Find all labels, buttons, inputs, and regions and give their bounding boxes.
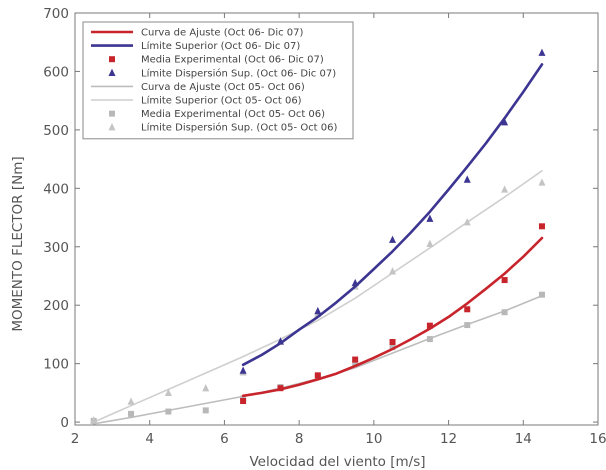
data-point-7-9 [426, 239, 434, 247]
y-tick-label-0: 0 [60, 415, 69, 431]
data-point-7-10 [463, 218, 471, 226]
data-point-7-2 [164, 388, 172, 397]
x-tick-label-5: 12 [440, 431, 457, 447]
data-point-7-12 [538, 178, 546, 186]
data-point-7-0 [90, 416, 98, 424]
data-point-2-0 [240, 398, 247, 405]
axes: 2 4 6 8 10 12 14 16 0 100 200 300 400 500 600 700 Veloci… [10, 6, 606, 470]
data-point-3-1 [276, 337, 284, 345]
data-point-6-12 [538, 291, 545, 298]
plot-frame [74, 12, 599, 426]
data-point-7-1 [127, 397, 135, 405]
legend-label-3: Límite Dispersión Sup. (Oct 06- Dic 07) [141, 67, 336, 79]
legend-entry-6: Media Experimental (Oct 05- Oct 06) [109, 109, 325, 120]
data-point-6-7 [352, 360, 359, 367]
y-tick-label-4: 400 [43, 181, 69, 197]
data-point-3-0 [239, 366, 247, 374]
x-tick-label-4: 10 [365, 431, 382, 447]
y-tick-label-1: 100 [43, 357, 69, 373]
data-point-6-1 [128, 410, 135, 417]
legend-entry-3: Límite Dispersión Sup. (Oct 06- Dic 07) [108, 67, 336, 79]
x-tick-label-2: 6 [220, 431, 229, 447]
data-point-2-3 [352, 356, 359, 363]
legend-swatch-2 [109, 56, 115, 63]
data-point-7-8 [389, 267, 397, 275]
y-tick-label-3: 300 [43, 240, 69, 256]
legend-entry-7: Límite Dispersión Sup. (Oct 05- Oct 06) [108, 122, 338, 134]
legend-entry-0: Curva de Ajuste (Oct 06- Dic 07) [91, 28, 304, 39]
legend-label-1: Límite Superior (Oct 06- Dic 07) [141, 40, 300, 52]
data-point-2-1 [277, 385, 284, 392]
data-point-3-6 [463, 175, 471, 183]
data-point-2-2 [314, 372, 321, 379]
x-tick-label-7: 16 [589, 431, 606, 447]
legend-label-6: Media Experimental (Oct 05- Oct 06) [141, 109, 325, 120]
x-tick-label-0: 2 [71, 431, 80, 447]
data-point-6-10 [464, 322, 471, 329]
series-line-1 [241, 63, 544, 367]
legend-entry-1: Límite Superior (Oct 06- Dic 07) [91, 40, 300, 52]
data-point-6-8 [389, 344, 396, 351]
legend-label-0: Curva de Ajuste (Oct 06- Dic 07) [141, 28, 304, 39]
legend-swatch-6 [109, 110, 115, 117]
data-point-6-9 [426, 336, 433, 343]
data-point-7-3 [202, 384, 210, 392]
x-tick-label-6: 14 [515, 431, 532, 447]
data-point-6-2 [165, 408, 172, 415]
series-layer [90, 48, 546, 425]
data-point-2-8 [538, 223, 545, 230]
y-tick-label-2: 200 [43, 298, 69, 314]
x-tick-label-1: 4 [145, 431, 154, 447]
legend-entry-2: Media Experimental (Oct 06- Dic 07) [109, 55, 324, 66]
y-tick-label-5: 500 [43, 123, 69, 139]
data-point-3-3 [351, 278, 359, 287]
data-point-3-2 [314, 306, 322, 315]
data-point-2-5 [426, 322, 433, 329]
y-axis-label: MOMENTO FLECTOR [Nm] [10, 156, 26, 331]
legend-swatch-7 [108, 123, 116, 131]
legend-entry-5: Límite Superior (Oct 05- Oct 06) [91, 95, 302, 107]
series-1 [241, 63, 544, 367]
x-axis-label: Velocidad del viento [m/s] [249, 454, 425, 470]
data-point-6-11 [501, 309, 508, 316]
series-line-0 [241, 236, 544, 398]
series-3 [239, 48, 546, 374]
legend-swatch-3 [108, 68, 116, 76]
data-point-2-6 [464, 306, 471, 313]
data-point-3-7 [501, 118, 509, 126]
legend-label-4: Curva de Ajuste (Oct 05- Oct 06) [141, 82, 305, 93]
x-tick-label-3: 8 [295, 431, 304, 447]
legend-label-7: Límite Dispersión Sup. (Oct 05- Oct 06) [141, 122, 338, 134]
y-tick-label-7: 700 [43, 6, 69, 22]
data-point-3-5 [426, 214, 434, 222]
data-point-2-7 [501, 277, 508, 284]
data-point-6-3 [202, 407, 209, 414]
y-tick-label-6: 600 [43, 64, 69, 80]
data-point-3-8 [538, 48, 546, 56]
series-2 [240, 223, 545, 405]
legend-entry-4: Curva de Ajuste (Oct 05- Oct 06) [91, 82, 305, 93]
legend-label-2: Media Experimental (Oct 06- Dic 07) [141, 55, 324, 66]
data-point-3-4 [389, 235, 397, 243]
legend: Curva de Ajuste (Oct 06- Dic 07)Límite S… [82, 21, 354, 140]
data-point-2-4 [389, 339, 396, 346]
series-0 [241, 236, 544, 398]
data-point-7-11 [501, 185, 509, 193]
legend-box [82, 21, 354, 140]
legend-label-5: Límite Superior (Oct 05- Oct 06) [141, 95, 302, 107]
